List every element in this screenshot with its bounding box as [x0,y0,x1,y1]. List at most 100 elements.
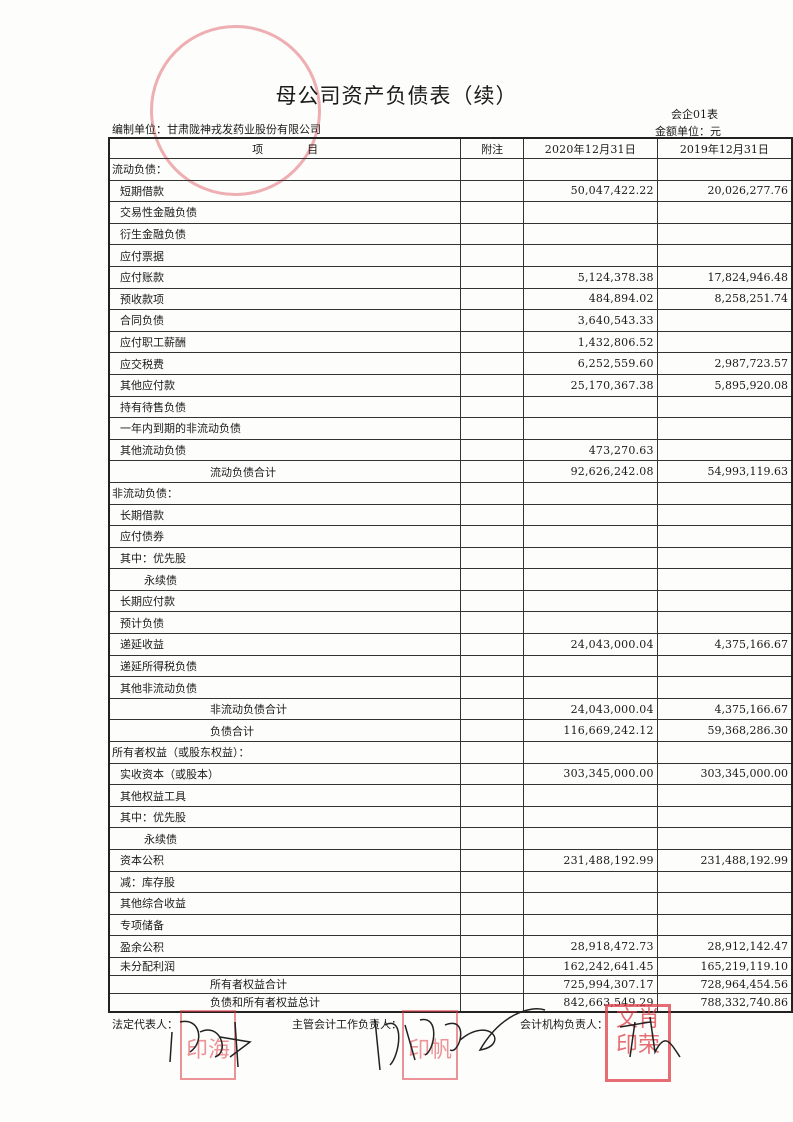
table-row: 非流动负债： [108,481,793,505]
currency-unit: 金额单位：元 [655,125,721,138]
row-note [460,244,525,267]
table-row: 长期借款 [108,503,793,527]
form-number: 会企01表 [671,108,718,121]
row-item: 应交税费 [108,352,462,375]
row-value-2019: 728,964,454.56 [656,974,793,994]
row-item: 负债和所有者权益总计 [108,992,462,1013]
row-value-2020 [523,870,658,894]
table-row: 递延收益 24,043,000.04 4,375,166.67 [108,633,793,656]
row-note [460,827,525,850]
row-value-2019 [656,870,793,894]
table-row: 持有待售负债 [108,395,793,419]
row-item: 流动负债： [108,158,462,181]
row-item: 一年内到期的非流动负债 [108,417,462,440]
row-item: 专项储备 [108,913,462,937]
row-item: 持有待售负债 [108,395,462,419]
row-item: 短期借款 [108,179,462,203]
legal-rep-signature [169,1020,252,1068]
row-value-2019: 303,345,000.00 [656,762,793,786]
table-row: 短期借款 50,047,422.22 20,026,277.76 [108,179,793,203]
row-value-2020 [523,546,658,570]
row-value-2020: 3,640,543.33 [523,309,658,332]
row-value-2019 [656,525,793,548]
row-item: 应付票据 [108,244,462,267]
row-value-2019 [656,481,793,505]
row-note [460,974,525,994]
row-item: 实收资本（或股本） [108,762,462,786]
row-value-2020 [523,589,658,613]
row-value-2020: 25,170,367.38 [523,373,658,397]
row-value-2020 [523,417,658,440]
row-value-2020 [523,805,658,829]
row-item: 其他权益工具 [108,784,462,807]
row-value-2019 [656,503,793,527]
row-note [460,676,525,699]
row-value-2019 [656,568,793,591]
table-row: 负债和所有者权益总计 842,663,549.29 788,332,740.86 [108,992,793,1013]
row-note [460,417,525,440]
row-value-2020 [523,676,658,699]
row-note [460,654,525,678]
row-item: 长期应付款 [108,589,462,613]
row-value-2020 [523,568,658,591]
row-value-2019: 54,993,119.63 [656,460,793,483]
row-value-2020 [523,201,658,224]
row-note [460,309,525,332]
row-note [460,913,525,937]
page-title: 母公司资产负债表（续） [275,84,518,108]
row-item: 所有者权益合计 [108,974,462,994]
row-item: 其他综合收益 [108,892,462,915]
row-note [460,352,525,375]
legal-rep-label: 法定代表人： [112,1018,178,1031]
row-value-2020: 24,043,000.04 [523,633,658,656]
row-value-2019 [656,805,793,829]
row-value-2020 [523,827,658,850]
row-value-2019 [656,309,793,332]
table-row: 交易性金融负债 [108,201,793,224]
row-value-2019 [656,395,793,419]
table-row: 盈余公积 28,918,472.73 28,912,142.47 [108,935,793,958]
row-value-2020 [523,611,658,635]
row-note [460,870,525,894]
row-item: 应付债券 [108,525,462,548]
row-note [460,956,525,976]
accounting-dept-head-label: 会计机构负责人： [520,1018,608,1031]
row-item: 非流动负债： [108,481,462,505]
row-value-2019: 59,368,286.30 [656,719,793,743]
row-value-2019: 8,258,251.74 [656,287,793,311]
row-note [460,438,525,462]
row-value-2019 [656,676,793,699]
row-value-2019: 231,488,192.99 [656,849,793,872]
row-value-2019: 4,375,166.67 [656,697,793,721]
row-value-2019 [656,741,793,764]
col-2020: 2020年12月31日 [523,137,658,159]
row-value-2020: 303,345,000.00 [523,762,658,786]
row-note [460,589,525,613]
row-item: 负债合计 [108,719,462,743]
row-value-2020: 28,918,472.73 [523,935,658,958]
table-row: 减：库存股 [108,870,793,894]
table-row: 一年内到期的非流动负债 [108,417,793,440]
row-note [460,330,525,354]
table-row: 合同负债 3,640,543.33 [108,309,793,332]
table-row: 所有者权益（或股东权益）： [108,741,793,764]
row-value-2019: 4,375,166.67 [656,633,793,656]
row-note [460,935,525,958]
row-value-2019 [656,244,793,267]
row-value-2020 [523,158,658,181]
table-row: 应付职工薪酬 1,432,806.52 [108,330,793,354]
row-note [460,805,525,829]
row-note [460,784,525,807]
table-row: 衍生金融负债 [108,222,793,246]
row-item: 递延所得税负债 [108,654,462,678]
compiling-unit: 编制单位：甘肃陇神戎发药业股份有限公司 [112,123,321,136]
balance-sheet-table: 项 目 附注 2020年12月31日 2019年12月31日 流动负债： 短期借款… [108,137,793,1013]
table-row: 专项储备 [108,913,793,937]
row-note [460,460,525,483]
row-note [460,762,525,786]
row-note [460,741,525,764]
table-row: 其他综合收益 [108,892,793,915]
row-item: 其中：优先股 [108,805,462,829]
row-value-2020: 24,043,000.04 [523,697,658,721]
row-value-2020: 6,252,559.60 [523,352,658,375]
